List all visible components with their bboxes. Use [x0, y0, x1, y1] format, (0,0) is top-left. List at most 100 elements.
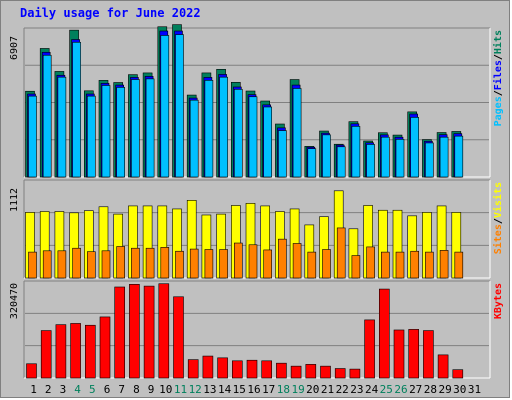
sites-bar — [307, 251, 317, 279]
legend-visits: Visits — [492, 182, 504, 218]
x-tick-label: 31 — [468, 383, 481, 396]
kbytes-bar — [320, 365, 331, 379]
legend-kbytes: KBytes — [493, 283, 504, 319]
sites-bar — [292, 243, 302, 279]
kbytes-bar — [349, 368, 361, 379]
x-tick-label: 24 — [365, 383, 379, 396]
pages-bar — [116, 87, 125, 178]
sites-bar — [380, 251, 390, 279]
panel-1-legend: Pages/Files/Hits — [492, 30, 504, 126]
x-tick-label: 29 — [438, 383, 451, 396]
x-tick-label: 5 — [89, 383, 96, 396]
sites-bar — [219, 249, 228, 279]
pages-bar — [28, 95, 37, 178]
pages-bar — [454, 135, 464, 178]
kbytes-bar — [276, 362, 287, 379]
sites-bar — [351, 255, 361, 279]
x-tick-label: 27 — [409, 383, 422, 396]
pages-bar — [366, 144, 375, 178]
panel-3-ymax-label: 320470 — [9, 283, 20, 319]
x-tick-label: 1 — [30, 383, 37, 396]
pages-bar — [219, 76, 228, 178]
pages-bar — [160, 35, 170, 178]
pages-bar — [42, 54, 52, 178]
kbytes-bar — [452, 369, 464, 379]
kbytes-bar — [85, 324, 96, 379]
pages-bar — [145, 78, 155, 178]
pages-bar — [204, 80, 214, 178]
x-tick-label: 8 — [133, 383, 140, 396]
sites-bar — [204, 249, 214, 279]
panel-2-legend: Sites/Visits — [492, 182, 504, 254]
sites-bar — [72, 247, 81, 279]
sites-bar — [131, 247, 140, 279]
sites-bar — [160, 247, 170, 279]
kbytes-bar — [364, 319, 375, 379]
sites-bar — [336, 227, 346, 279]
sites-bar — [87, 251, 96, 279]
sites-bar — [425, 251, 434, 279]
kbytes-bar — [40, 330, 52, 379]
sites-bar — [101, 250, 111, 279]
pages-bar — [380, 136, 390, 178]
x-tick-label: 4 — [74, 383, 81, 396]
pages-bar — [72, 41, 81, 178]
kbytes-bar — [246, 359, 258, 379]
kbytes-bar — [99, 316, 111, 379]
x-tick-label: 19 — [291, 383, 304, 396]
kbytes-bar — [26, 363, 37, 379]
x-tick-label: 21 — [321, 383, 334, 396]
legend-sites: Sites — [492, 224, 504, 254]
x-tick-label: 9 — [148, 383, 155, 396]
kbytes-bar — [187, 359, 199, 379]
pages-bar — [395, 139, 405, 178]
panel-1-ymax-label: 6907 — [9, 36, 20, 60]
x-tick-label: 7 — [118, 383, 125, 396]
kbytes-bar — [143, 285, 155, 379]
x-tick-label: 28 — [424, 383, 437, 396]
x-tick-label: 14 — [218, 383, 232, 396]
kbytes-bar — [55, 324, 67, 379]
legend-separator: / — [493, 90, 504, 96]
sites-bar — [145, 247, 155, 279]
kbytes-bar — [334, 368, 346, 379]
sites-bar — [366, 246, 375, 279]
pages-bar — [234, 89, 243, 178]
sites-bar — [410, 250, 420, 279]
legend-separator: / — [493, 54, 504, 60]
sites-bar — [395, 251, 405, 279]
sites-bar — [116, 246, 125, 279]
kbytes-bar — [202, 355, 214, 379]
sites-bar — [57, 250, 67, 279]
kbytes-bar — [217, 357, 228, 379]
x-tick-label: 11 — [174, 383, 187, 396]
sites-bar — [42, 250, 52, 279]
kbytes-bar — [378, 288, 390, 379]
kbytes-bar — [261, 360, 273, 379]
x-tick-label: 25 — [380, 383, 393, 396]
pages-bar — [87, 95, 96, 178]
sites-bar — [189, 248, 199, 279]
sites-bar — [248, 244, 258, 279]
pages-bar — [175, 34, 184, 178]
x-tick-label: 3 — [60, 383, 67, 396]
x-tick-label: 12 — [189, 383, 202, 396]
pages-bar — [101, 85, 111, 178]
sites-bar — [175, 250, 184, 279]
kbytes-bar — [232, 360, 243, 379]
x-tick-label: 20 — [306, 383, 319, 396]
legend-hits: Hits — [492, 30, 504, 54]
x-tick-label: 18 — [277, 383, 290, 396]
x-tick-label: 16 — [247, 383, 260, 396]
x-tick-label: 15 — [233, 383, 246, 396]
pages-bar — [263, 106, 273, 178]
kbytes-bar — [129, 284, 140, 379]
sites-bar — [439, 250, 449, 279]
pages-bar — [278, 130, 287, 178]
sites-bar — [454, 251, 464, 279]
pages-bar — [439, 136, 449, 178]
pages-bar — [57, 76, 67, 178]
panel-2-ymax-label: 1112 — [9, 188, 20, 212]
pages-bar — [248, 96, 258, 178]
